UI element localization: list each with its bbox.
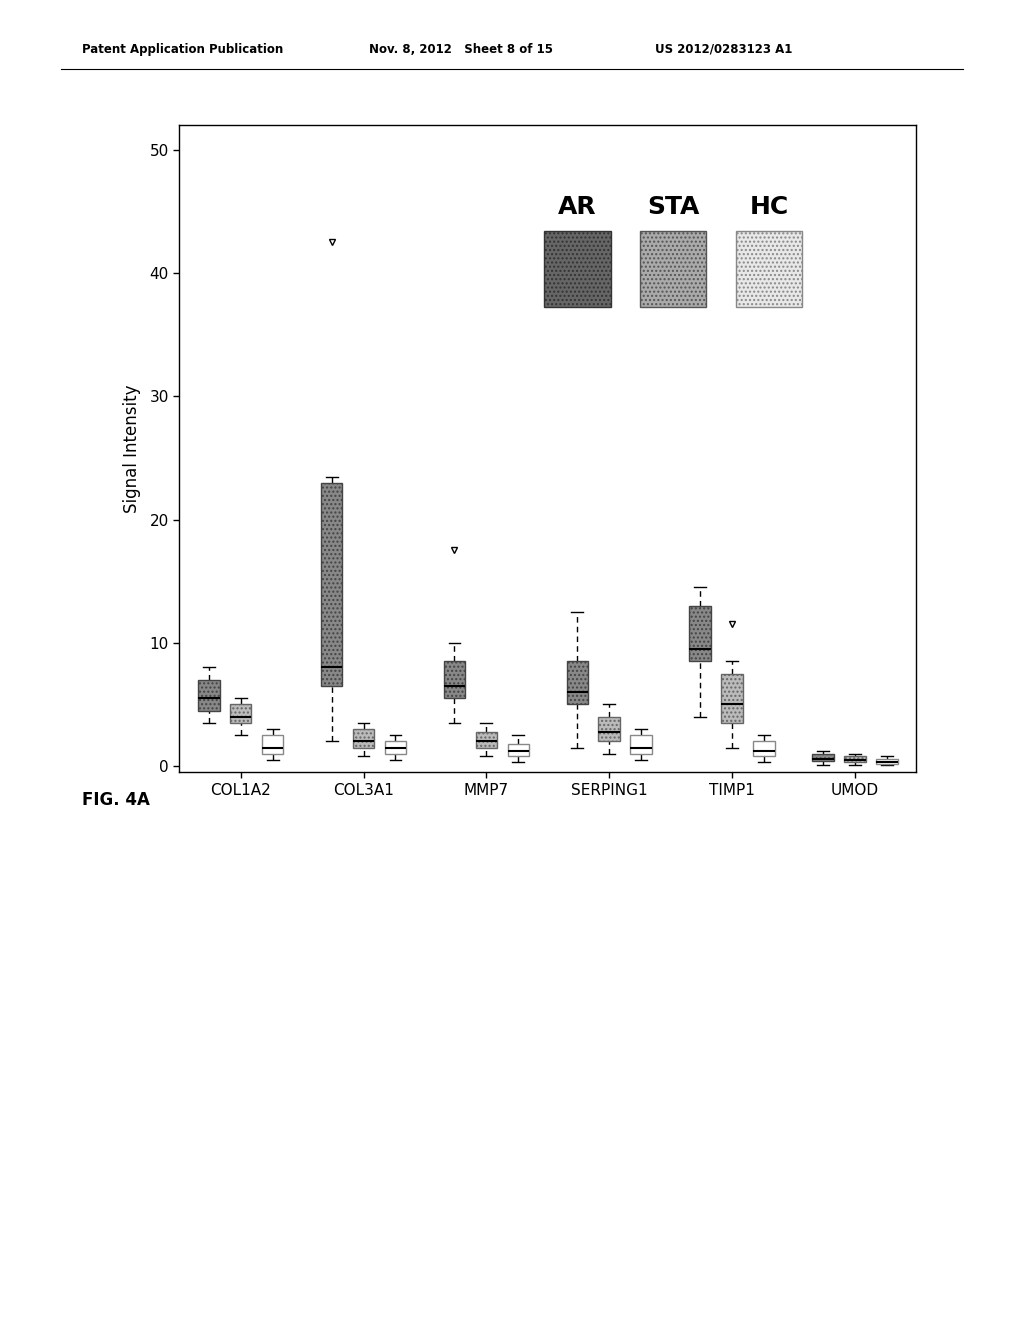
Bar <box>844 756 866 763</box>
Bar <box>443 661 465 698</box>
Bar <box>754 742 775 756</box>
Text: FIG. 4A: FIG. 4A <box>82 791 150 809</box>
Bar <box>877 759 898 763</box>
Text: US 2012/0283123 A1: US 2012/0283123 A1 <box>655 42 793 55</box>
Bar <box>640 231 707 306</box>
Bar <box>508 744 529 756</box>
Text: Patent Application Publication: Patent Application Publication <box>82 42 284 55</box>
Bar <box>566 661 588 705</box>
Bar <box>721 673 743 723</box>
Bar <box>736 231 802 306</box>
Bar <box>689 606 711 661</box>
Bar <box>262 735 284 754</box>
Bar <box>321 483 342 686</box>
Text: Nov. 8, 2012   Sheet 8 of 15: Nov. 8, 2012 Sheet 8 of 15 <box>369 42 553 55</box>
Bar <box>198 680 219 710</box>
Text: AR: AR <box>558 195 597 219</box>
Bar <box>598 717 621 742</box>
Y-axis label: Signal Intensity: Signal Intensity <box>123 384 141 513</box>
Bar <box>544 231 610 306</box>
Bar <box>812 754 834 762</box>
Bar <box>385 742 407 754</box>
Bar <box>475 731 498 747</box>
Bar <box>352 729 375 747</box>
Bar <box>229 705 252 723</box>
Text: HC: HC <box>750 195 788 219</box>
Bar <box>631 735 652 754</box>
Text: STA: STA <box>647 195 699 219</box>
